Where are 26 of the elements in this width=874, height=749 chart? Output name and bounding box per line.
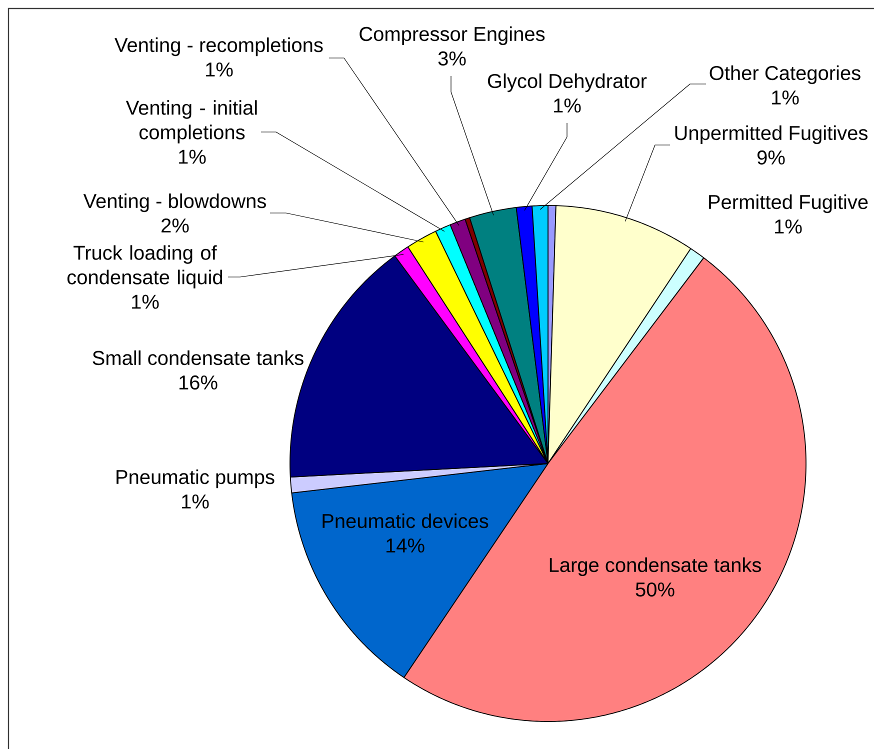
data-label: 16% bbox=[180, 375, 218, 390]
data-label: 1% bbox=[132, 294, 159, 309]
data-label: 1% bbox=[206, 62, 233, 77]
data-label: 2% bbox=[162, 218, 189, 233]
slice-label: Compressor Engines bbox=[360, 26, 545, 46]
data-label: 1% bbox=[554, 98, 581, 113]
slice-label: Pneumatic devices bbox=[322, 513, 488, 528]
slice-label: Venting - blowdowns bbox=[83, 193, 266, 212]
slice-label: Unpermitted Fugitives bbox=[675, 125, 868, 144]
slice-label: Truck loading of condensate liquid bbox=[67, 245, 222, 288]
data-label: 9% bbox=[758, 150, 785, 165]
data-label: 50% bbox=[636, 582, 674, 597]
slice-label: Pneumatic pumps bbox=[116, 469, 274, 488]
slice-label: Small condensate tanks bbox=[92, 350, 304, 366]
slice-label: Venting - recompletions bbox=[114, 37, 323, 56]
slice-label: Permitted Fugitive bbox=[709, 194, 868, 214]
slice-label: Large condensate tanks bbox=[550, 557, 761, 576]
data-label: 1% bbox=[772, 90, 799, 105]
data-label: 1% bbox=[182, 494, 209, 509]
data-label: 1% bbox=[179, 150, 206, 164]
data-label: 14% bbox=[386, 538, 424, 553]
slice-label: Other Categories bbox=[710, 65, 860, 84]
slice-label: Venting - initial completions bbox=[126, 100, 257, 144]
slice-label: Glycol Dehydrator bbox=[488, 73, 647, 92]
data-label: 1% bbox=[775, 220, 802, 234]
data-label: 3% bbox=[438, 51, 466, 66]
